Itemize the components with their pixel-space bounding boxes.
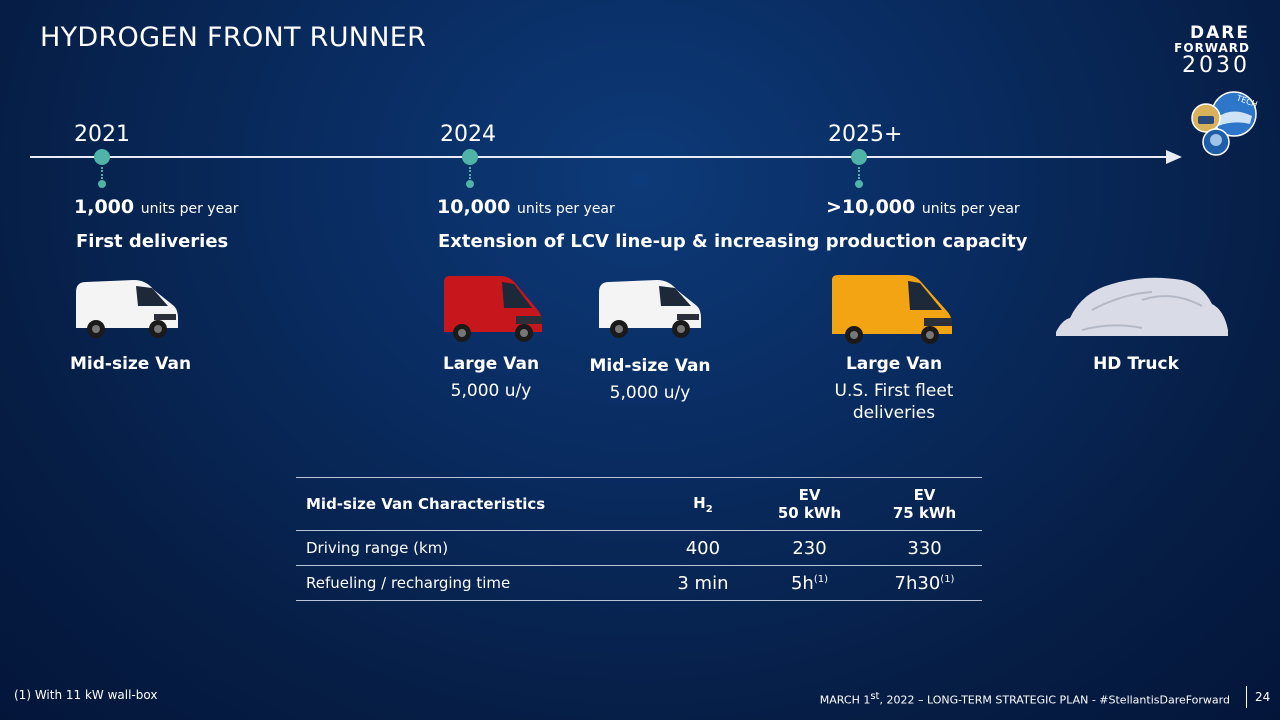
timeline-year-2025-plus: 2025+ [828,122,903,147]
timeline-stem [469,167,471,179]
timeline-line [30,156,1170,158]
mid-size-van-white-image [599,280,701,338]
cell-sup: (1) [813,573,829,585]
timeline-node-2021 [94,149,110,165]
row-label: Refueling / recharging time [296,565,654,601]
table-row: Refueling / recharging time 3 min 5h(1) … [296,565,982,601]
cell-ev50: 5h(1) [752,565,867,601]
cell-value: 230 [792,537,827,559]
footer-post: , 2022 – LONG-TERM STRATEGIC PLAN - #Ste… [879,693,1230,707]
units-per-year-2021: 1,000 units per year [74,196,239,218]
vehicle-label-large-van-us: Large Van [845,354,943,374]
timeline-year-2021: 2021 [74,122,130,147]
timeline-stem-dot [855,180,863,188]
vehicle-label-mid-size-van-2: Mid-size Van [589,356,711,376]
table-header-h2: H2 [653,477,753,531]
vehicle-sub-line-1: U.S. First fleet [834,381,954,401]
footnote: (1) With 11 kW wall-box [14,688,158,702]
units-value: 1,000 [74,196,135,218]
tech-badge-icon: TECH [1191,91,1259,156]
cell-h2: 400 [653,530,753,566]
timeline-stem-dot [466,180,474,188]
h2-main: H [693,493,706,512]
units-value: >10,000 [826,196,916,218]
cell-ev75: 330 [867,530,982,566]
timeline-node-2025 [851,149,867,165]
cell-value: 5h [790,572,814,594]
page-title: HYDROGEN FRONT RUNNER [40,22,427,53]
cell-sup: (1) [940,573,955,585]
cell-value: 7h30 [894,572,941,594]
dare-forward-logo: DARE FORWARD 2030 [1174,25,1250,77]
units-label: units per year [921,201,1020,217]
headline-first-deliveries: First deliveries [76,231,229,252]
page-number: 24 [1255,690,1271,704]
timeline-node-2024 [462,149,478,165]
vehicle-label-large-van: Large Van [442,354,540,374]
vehicle-sub-line-2: deliveries [852,403,936,423]
table-row: Driving range (km) 400 230 330 [296,530,982,566]
timeline-arrow-icon [1166,150,1182,164]
vehicle-label-hd-truck: HD Truck [1093,354,1179,374]
footer-text: MARCH 1st, 2022 – LONG-TERM STRATEGIC PL… [820,691,1230,707]
timeline-stem [101,167,103,179]
timeline-year-2024: 2024 [440,122,496,147]
vehicle-sub-large-van-us: U.S. First fleet deliveries [812,380,976,424]
cell-value: 330 [907,537,942,559]
vehicle-sub-large-van: 5,000 u/y [450,381,532,401]
row-label: Driving range (km) [296,530,654,566]
characteristics-table: Mid-size Van Characteristics H2 EV 50 kWh… [296,477,982,601]
ev50-line-1: EV [798,486,821,504]
page-number-divider [1246,686,1247,708]
vehicle-sub-mid-size-van-2: 5,000 u/y [609,383,691,403]
logo-line-1: DARE [1190,23,1250,43]
footer-sup: st [870,691,880,702]
table-header-ev50: EV 50 kWh [752,477,867,531]
table-header-row: Mid-size Van Characteristics H2 EV 50 kWh… [296,477,982,531]
ev50-line-2: 50 kWh [777,504,842,522]
units-value: 10,000 [437,196,511,218]
large-van-yellow-image [832,275,952,344]
headline-lcv-extension: Extension of LCV line-up & increasing pr… [438,231,1028,252]
units-per-year-2025: >10,000 units per year [826,196,1020,218]
ev75-line-2: 75 kWh [892,504,957,522]
ev75-line-1: EV [913,486,936,504]
timeline-stem-dot [98,180,106,188]
h2-sub: 2 [705,503,713,515]
cell-h2: 3 min [653,565,753,601]
timeline-stem [858,167,860,179]
mid-size-van-white-image [76,280,178,338]
table-header-label: Mid-size Van Characteristics [296,477,654,531]
units-per-year-2024: 10,000 units per year [437,196,615,218]
table-header-ev75: EV 75 kWh [867,477,982,531]
units-label: units per year [140,201,239,217]
hd-truck-covered-image [1056,277,1228,336]
logo-line-2: FORWARD [1174,41,1250,55]
cell-ev75: 7h30(1) [867,565,982,601]
cell-ev50: 230 [752,530,867,566]
vehicle-label-mid-size-van: Mid-size Van [70,354,192,374]
logo-line-3: 2030 [1182,53,1250,78]
footer-pre: MARCH 1 [819,693,871,707]
units-label: units per year [516,201,615,217]
large-van-red-image [444,276,542,342]
